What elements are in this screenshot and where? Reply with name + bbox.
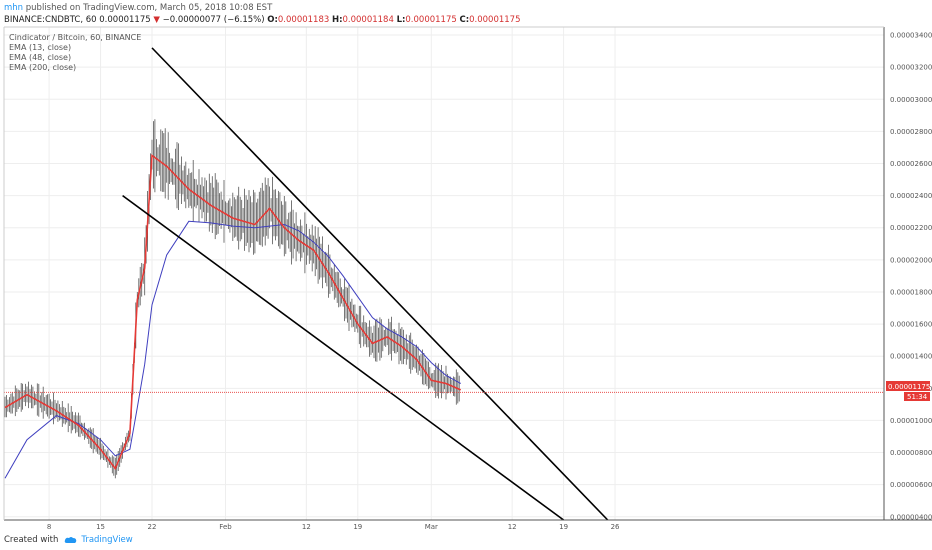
x-tick-label: 19 [559, 523, 568, 531]
x-tick-label: Feb [219, 523, 232, 531]
x-tick-label: 12 [302, 523, 311, 531]
legend-ema48[interactable]: EMA (48, close) [9, 53, 72, 62]
created-with-label: Created with [4, 535, 59, 545]
x-tick-label: 22 [148, 523, 157, 531]
y-tick-label: 0.00002200 [890, 224, 932, 232]
x-tick-label: 12 [508, 523, 517, 531]
grid [4, 27, 884, 520]
last-price-badge [886, 381, 930, 391]
x-tick-label: Mar [425, 523, 438, 531]
open-value: 0.00001183 [277, 15, 330, 25]
y-tick-label: 0.00001800 [890, 288, 932, 296]
legend-title: Cindicator / Bitcoin, 60, BINANCE [9, 33, 142, 42]
chart-legend: Cindicator / Bitcoin, 60, BINANCE EMA (1… [9, 33, 141, 73]
countdown-badge [904, 392, 930, 401]
close-label: C: [459, 15, 470, 25]
brand-label: TradingView [81, 535, 133, 545]
legend-ema200[interactable]: EMA (200, close) [9, 63, 77, 72]
close-value: 0.00001175 [469, 15, 521, 25]
footer: Created with TradingView [4, 535, 133, 545]
tradingview-brand[interactable]: TradingView [64, 535, 133, 545]
author-link[interactable]: mhn [4, 3, 24, 13]
last-value: 0.00001175 [99, 15, 151, 25]
last-price-label: 0.00001175 [888, 383, 930, 391]
trendline-upper[interactable] [151, 47, 609, 521]
publish-line: mhn published on TradingView.com, March … [4, 3, 272, 13]
down-arrow-icon: ▼ [153, 15, 160, 25]
x-tick-label: 8 [47, 523, 51, 531]
high-label: H: [331, 15, 343, 25]
trendline-lower[interactable] [122, 194, 565, 521]
y-tick-label: 0.00000600 [890, 481, 932, 489]
y-tick-label: 0.00001000 [890, 417, 932, 425]
countdown-label: 51:34 [907, 393, 928, 401]
y-tick-label: 0.00003400 [890, 32, 932, 40]
y-tick-label: 0.00002400 [890, 192, 932, 200]
ema13-line [4, 153, 462, 471]
y-tick-label: 0.00002800 [890, 128, 932, 136]
legend-ema13[interactable]: EMA (13, close) [9, 43, 72, 52]
y-tick-label: 0.00000800 [890, 449, 932, 457]
x-axis-ticks[interactable]: 8 15 22 Feb 12 19 Mar 12 19 26 [47, 523, 620, 531]
x-tick-label: 19 [353, 523, 362, 531]
y-tick-label: 0.00003000 [890, 96, 932, 104]
ohlc-line: BINANCE:CNDBTC, 60 0.00001175 ▼ −0.00000… [4, 15, 520, 25]
y-tick-label: 0.00001400 [890, 353, 932, 361]
open-label: O: [267, 15, 278, 25]
y-tick-label: 0.00000400 [890, 513, 932, 521]
x-tick-label: 26 [611, 523, 620, 531]
high-value: 0.00001184 [342, 15, 394, 25]
symbol-label: BINANCE:CNDBTC, 60 [4, 15, 97, 25]
change-value: −0.00000077 (−6.15%) [162, 15, 265, 25]
y-tick-label: 0.00001600 [890, 321, 932, 329]
low-value: 0.00001175 [405, 15, 457, 25]
y-axis-ticks[interactable]: 0.00003400 0.00003200 0.00003000 0.00002800… [890, 32, 932, 522]
y-tick-label: 0.00002000 [890, 256, 932, 264]
y-tick-label: 0.00003200 [890, 64, 932, 72]
y-tick-label: 0.00002600 [890, 160, 932, 168]
x-tick-label: 15 [96, 523, 105, 531]
publish-info: published on TradingView.com, March 05, … [25, 3, 273, 13]
candles [4, 119, 460, 479]
ema48-line [4, 220, 461, 479]
cloud-icon [65, 537, 77, 543]
low-label: L: [396, 15, 406, 25]
